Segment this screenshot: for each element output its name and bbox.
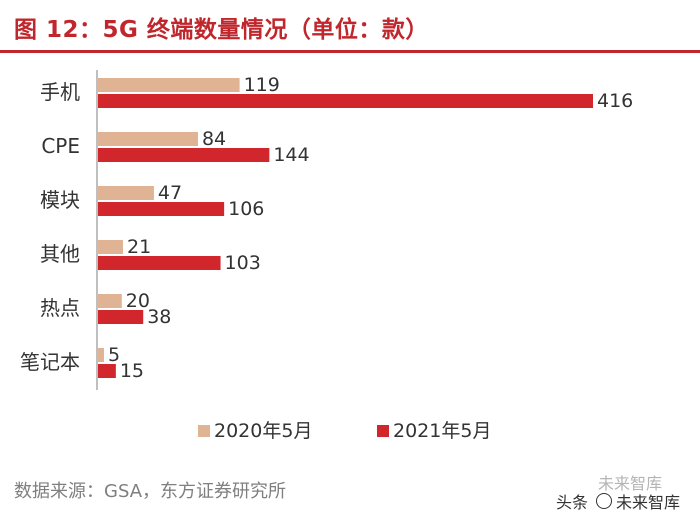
legend-swatch-2021 <box>377 425 389 437</box>
source-note: 数据来源：GSA，东方证券研究所 <box>14 481 287 502</box>
data-label: 144 <box>273 144 309 166</box>
category-label: 笔记本 <box>20 350 80 374</box>
legend-label-2020: 2020年5月 <box>214 420 312 442</box>
title-rule <box>0 50 700 53</box>
category-label: 手机 <box>40 80 80 104</box>
bar-2021 <box>98 364 116 378</box>
bar-2021 <box>98 202 225 216</box>
data-label: 106 <box>228 198 264 220</box>
data-label: 47 <box>158 182 182 204</box>
bar-2020 <box>98 78 240 92</box>
category-label: CPE <box>41 134 80 158</box>
bar-2020 <box>98 294 122 308</box>
legend-swatch-2020 <box>198 425 210 437</box>
bar-2021 <box>98 148 270 162</box>
bar-2020 <box>98 240 123 254</box>
data-label: 15 <box>120 360 144 382</box>
data-label: 20 <box>126 290 150 312</box>
data-label: 21 <box>127 236 151 258</box>
bar-2021 <box>98 310 144 324</box>
data-label: 5 <box>108 344 120 366</box>
watermark-prefix: 头条 <box>556 493 589 512</box>
data-label: 119 <box>244 74 280 96</box>
bar-2020 <box>98 348 104 362</box>
legend-label-2021: 2021年5月 <box>393 420 491 442</box>
category-label: 热点 <box>40 296 80 320</box>
legend: 2020年5月 2021年5月 <box>198 420 491 442</box>
watermark: 头条 未来智库 <box>556 489 680 513</box>
bar-2021 <box>98 94 593 108</box>
data-label: 103 <box>225 252 261 274</box>
bar-2021 <box>98 256 221 270</box>
bar-2020 <box>98 186 154 200</box>
category-label: 其他 <box>40 242 80 266</box>
data-label: 38 <box>147 306 171 328</box>
at-icon <box>596 493 613 509</box>
data-label: 416 <box>597 90 633 112</box>
chart-title: 图 12：5G 终端数量情况（单位：款） <box>14 17 429 43</box>
bar-2020 <box>98 132 198 146</box>
category-label: 模块 <box>40 188 80 212</box>
watermark-name: 未来智库 <box>616 493 681 512</box>
watermark-ghost: 未来智库 <box>598 474 663 493</box>
data-label: 84 <box>202 128 226 150</box>
